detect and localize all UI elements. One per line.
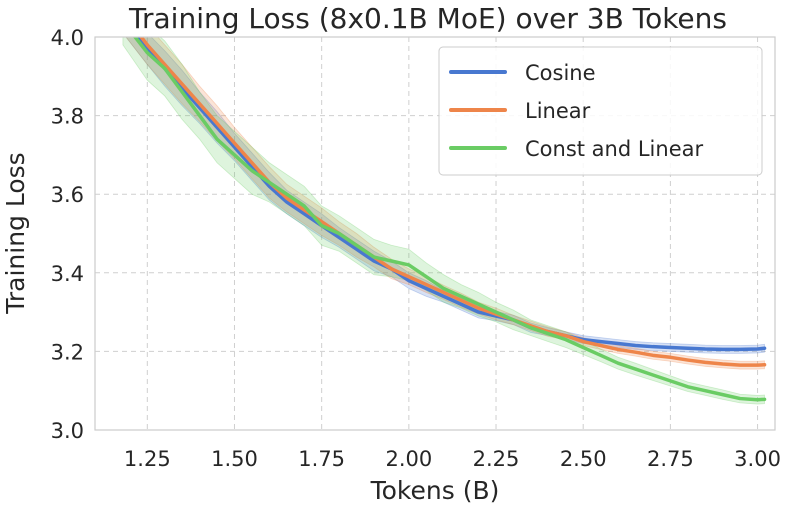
band-cosine — [125, 37, 765, 354]
y-tick-label: 3.6 — [51, 183, 84, 207]
plot-area — [122, 37, 767, 405]
legend: Cosine Linear Const and Linear — [438, 46, 763, 176]
x-axis-ticks: 1.25 1.50 1.75 2.00 2.25 2.50 2.75 3.00 — [124, 447, 781, 471]
series-line-const-and-linear — [132, 37, 767, 402]
series-line-cosine — [135, 37, 767, 352]
legend-label-const-and-linear: Const and Linear — [525, 137, 703, 161]
legend-frame — [438, 46, 763, 176]
y-tick-label: 3.2 — [51, 340, 84, 364]
x-tick-label: 1.50 — [211, 447, 258, 471]
series-line-linear — [138, 37, 767, 367]
x-axis-label: Tokens (B) — [370, 476, 500, 505]
x-tick-label: 1.75 — [298, 447, 345, 471]
x-tick-label: 2.25 — [473, 447, 520, 471]
y-tick-label: 3.4 — [51, 262, 84, 286]
legend-label-linear: Linear — [525, 99, 591, 123]
chart-title: Training Loss (8x0.1B MoE) over 3B Token… — [128, 2, 727, 35]
x-tick-label: 2.50 — [560, 447, 607, 471]
x-tick-label: 3.00 — [734, 447, 781, 471]
x-tick-label: 2.75 — [647, 447, 694, 471]
y-tick-label: 3.0 — [51, 419, 84, 443]
x-tick-label: 2.00 — [385, 447, 432, 471]
y-axis-label: Training Loss — [1, 152, 30, 314]
y-tick-label: 4.0 — [51, 26, 84, 50]
band-linear — [125, 37, 765, 370]
x-tick-label: 1.25 — [124, 447, 171, 471]
legend-label-cosine: Cosine — [525, 61, 596, 85]
y-axis-ticks: 3.0 3.2 3.4 3.6 3.8 4.0 — [51, 26, 84, 443]
band-const-and-linear — [122, 37, 765, 405]
plot-frame — [94, 36, 776, 431]
y-tick-label: 3.8 — [51, 105, 84, 129]
